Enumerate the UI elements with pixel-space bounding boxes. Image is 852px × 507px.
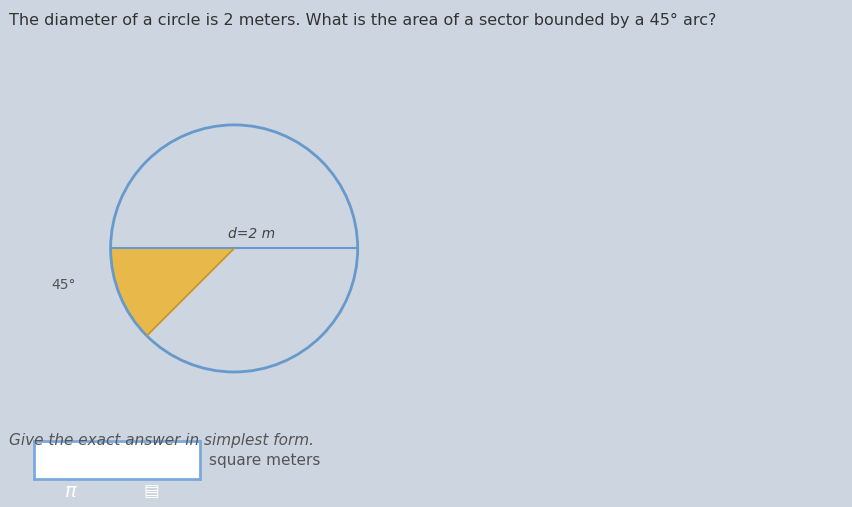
Text: d=2 m: d=2 m bbox=[227, 227, 274, 241]
Wedge shape bbox=[111, 248, 233, 336]
Text: square meters: square meters bbox=[209, 453, 320, 468]
Text: 45°: 45° bbox=[51, 278, 76, 293]
Text: The diameter of a circle is 2 meters. What is the area of a sector bounded by a : The diameter of a circle is 2 meters. Wh… bbox=[9, 13, 715, 28]
Text: Give the exact answer in simplest form.: Give the exact answer in simplest form. bbox=[9, 433, 314, 449]
Text: π: π bbox=[65, 482, 76, 501]
Text: ▤: ▤ bbox=[143, 482, 159, 500]
